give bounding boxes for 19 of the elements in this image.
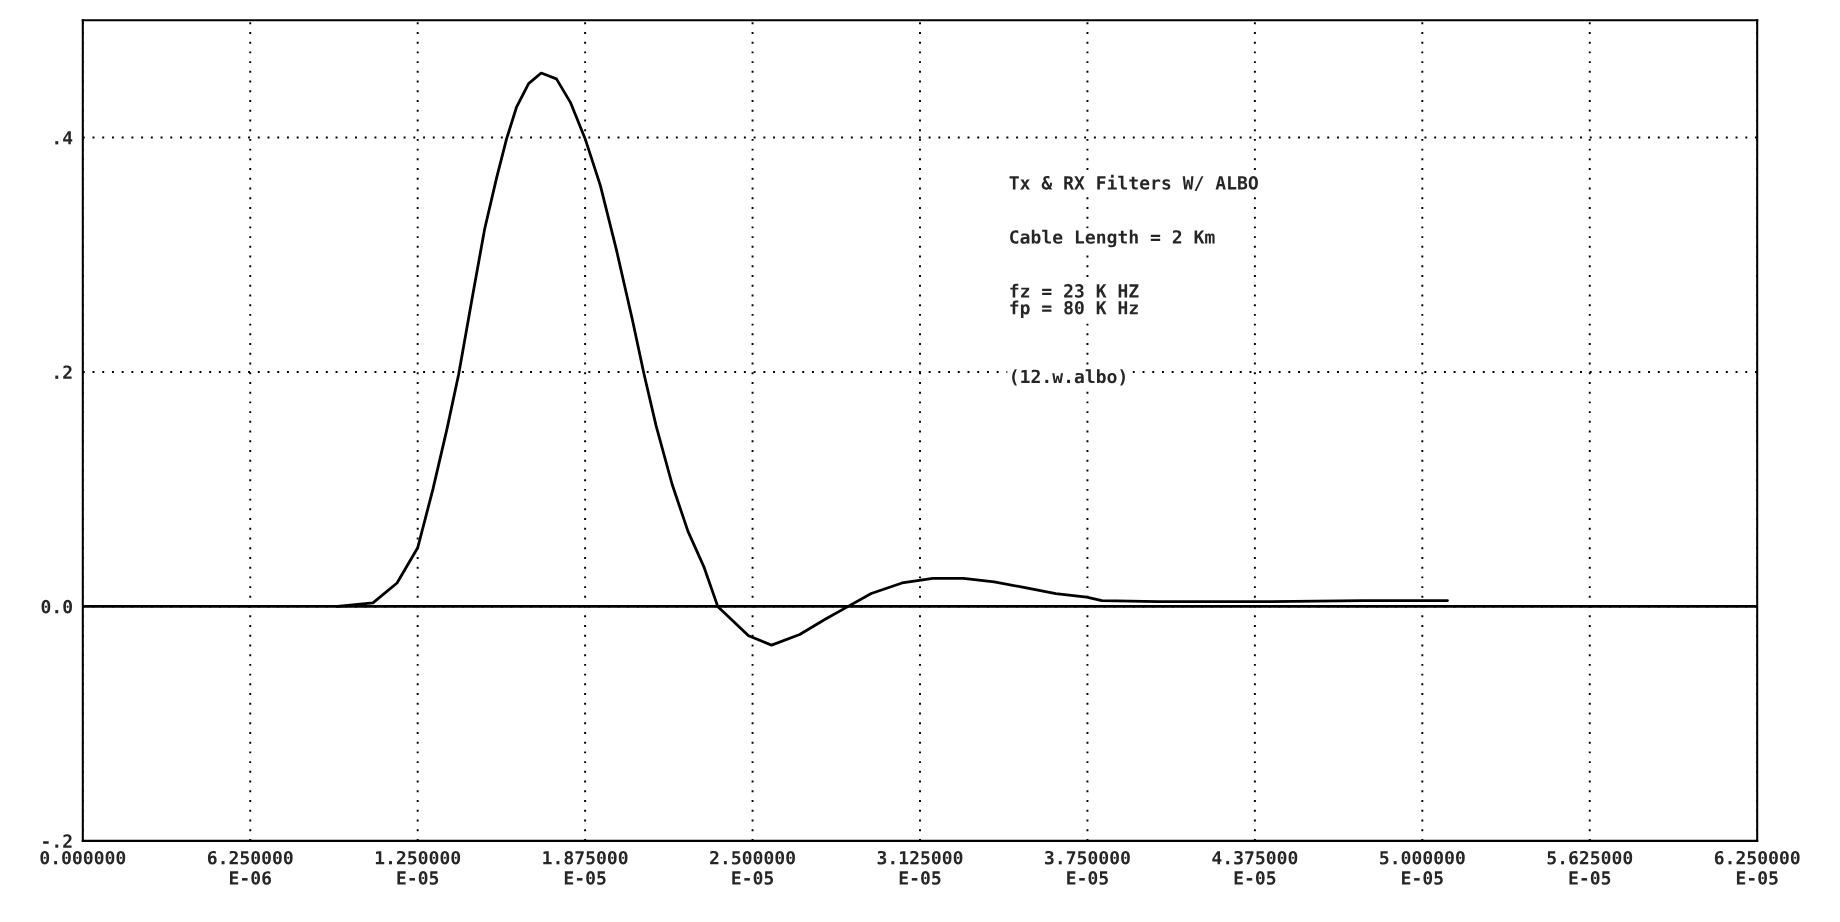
- annotation: (12.w.albo): [1012, 369, 1125, 386]
- x-tick-label: 3.125000E-05: [877, 850, 963, 885]
- y-tick-label: -.2: [43, 834, 72, 848]
- y-tick-label: .4: [55, 131, 73, 145]
- x-tick-label: 6.250000E-06: [207, 850, 293, 885]
- x-tick-label: 0.000000: [40, 850, 126, 865]
- x-tick-label: 4.375000E-05: [1212, 850, 1298, 885]
- x-tick-label: 6.250000E-05: [1714, 850, 1800, 885]
- annotation: fz = 23 K HZ fp = 80 K Hz: [1010, 283, 1139, 319]
- annotation: Cable Length = 2 Km: [1010, 229, 1215, 248]
- x-tick-label: 5.625000E-05: [1547, 850, 1633, 885]
- x-tick-label: 3.750000E-05: [1045, 850, 1130, 885]
- y-tick-label: 0.0: [41, 599, 72, 614]
- x-tick-label: 2.500000E-05: [710, 850, 795, 885]
- x-tick-label: 1.250000E-05: [375, 850, 461, 885]
- x-tick-label: 5.000000E-05: [1380, 850, 1465, 885]
- x-tick-label: 1.875000E-05: [543, 850, 628, 885]
- annotation: Tx & RX Filters W/ ALBO: [1009, 174, 1258, 192]
- y-tick-label: .2: [55, 365, 72, 379]
